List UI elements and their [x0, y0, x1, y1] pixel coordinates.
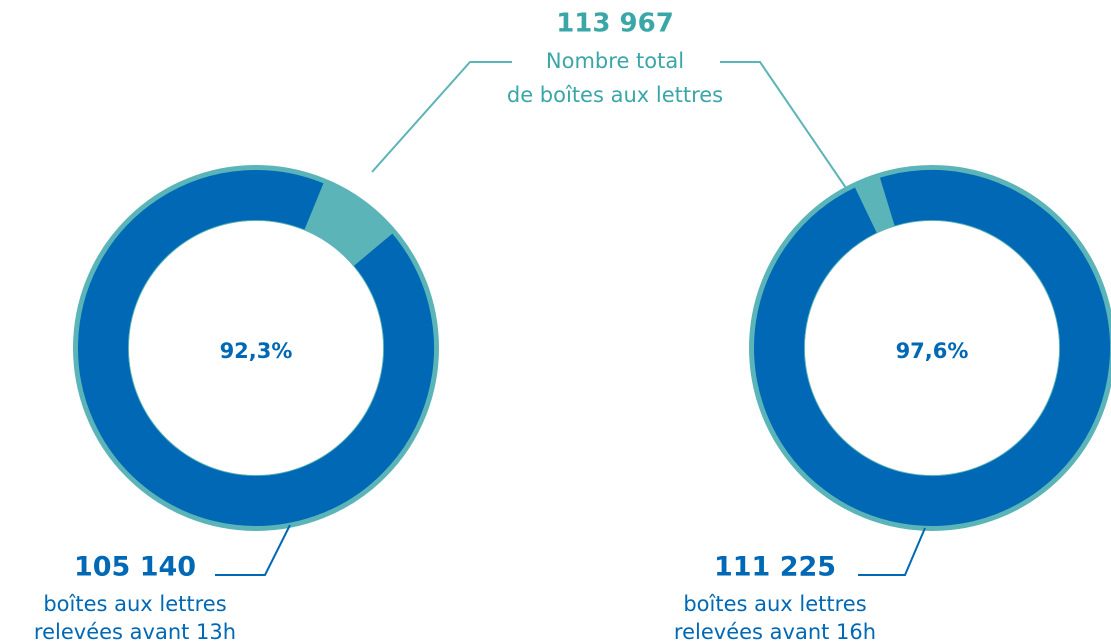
count-label: 111 225	[714, 552, 836, 583]
connector	[215, 524, 291, 576]
caption: relevées avant 16h	[674, 620, 876, 643]
connector	[720, 61, 847, 189]
connector	[858, 527, 926, 576]
donut-hole	[129, 221, 383, 475]
total-text: Nombre total	[546, 49, 684, 73]
center-label: 97,6%	[896, 339, 969, 363]
donut-segment	[78, 170, 434, 526]
count-label: 105 140	[74, 552, 196, 583]
total-text: de boîtes aux lettres	[507, 83, 723, 107]
donut-hole	[805, 221, 1059, 475]
caption: boîtes aux lettres	[683, 592, 866, 616]
connector	[371, 61, 512, 173]
center-label: 92,3%	[220, 339, 293, 363]
donut-segment	[754, 170, 1110, 526]
caption: boîtes aux lettres	[43, 592, 226, 616]
caption: relevées avant 13h	[34, 620, 236, 643]
total-value: 113 967	[556, 9, 674, 39]
